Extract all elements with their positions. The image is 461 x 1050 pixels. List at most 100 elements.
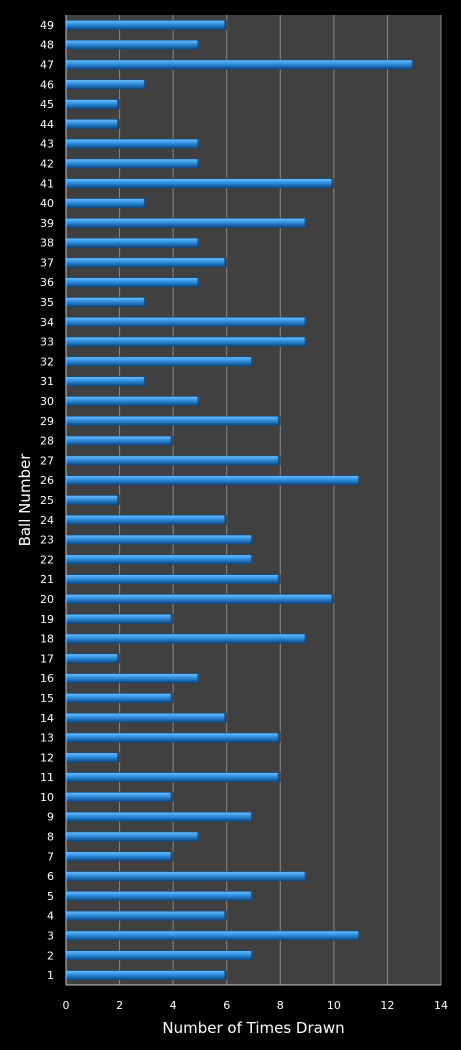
y-tick-label: 14	[40, 712, 54, 725]
bar-endcap	[197, 831, 200, 842]
y-tick-label: 27	[40, 454, 54, 467]
y-tick-label: 36	[40, 276, 54, 289]
bar-endcap	[277, 455, 281, 465]
bar-endcap	[224, 713, 227, 723]
bar-ball-17	[65, 653, 120, 664]
y-tick-label: 5	[47, 890, 54, 903]
y-tick-label: 28	[40, 435, 54, 448]
bar-ball-29	[65, 415, 281, 426]
bar-ball-47	[65, 59, 415, 70]
y-tick-label: 49	[40, 19, 54, 32]
bar-ball-8	[65, 831, 201, 842]
bar-ball-19	[65, 613, 174, 624]
bar-ball-36	[65, 277, 201, 288]
y-tick-label: 29	[40, 415, 54, 428]
bar-endcap	[197, 40, 200, 50]
bar-endcap	[117, 653, 120, 663]
bar-ball-23	[65, 534, 254, 545]
y-tick-label: 39	[40, 217, 54, 230]
bars	[65, 20, 415, 980]
bar-ball-44	[65, 119, 120, 129]
bar-ball-7	[65, 851, 174, 862]
bar-ball-33	[65, 336, 308, 347]
y-tick-label: 11	[40, 771, 54, 784]
bar-ball-35	[65, 297, 147, 307]
bar-ball-18	[65, 633, 308, 644]
bar-ball-38	[65, 237, 201, 248]
gridlines	[119, 15, 442, 985]
bar-endcap	[331, 178, 334, 188]
bar-ball-9	[65, 811, 254, 822]
bar-ball-26	[65, 475, 361, 486]
bar-endcap	[143, 198, 147, 208]
bar-endcap	[304, 634, 308, 644]
bar-ball-16	[65, 673, 201, 684]
y-tick-label: 4	[47, 910, 54, 923]
y-tick-label: 23	[40, 534, 54, 547]
y-tick-label: 44	[40, 118, 54, 131]
bar-endcap	[251, 950, 254, 960]
bar-ball-1	[65, 970, 228, 980]
y-tick-label: 19	[40, 613, 54, 626]
y-tick-label: 34	[40, 316, 54, 329]
bar-endcap	[304, 218, 308, 228]
bar-endcap	[170, 792, 174, 802]
y-tick-label: 22	[40, 553, 54, 566]
bar-ball-12	[65, 752, 120, 763]
bar-endcap	[331, 594, 334, 604]
y-tick-label: 26	[40, 474, 54, 487]
bar-ball-48	[65, 39, 201, 50]
bar-endcap	[277, 416, 281, 426]
y-tick-label: 25	[40, 494, 54, 507]
y-tick-label: 10	[40, 791, 54, 804]
y-axis-title: Ball Number	[16, 453, 34, 547]
y-tick-label: 7	[47, 850, 54, 863]
y-tick-label: 47	[40, 58, 54, 71]
x-tick-label: 0	[63, 999, 70, 1012]
bar-ball-14	[65, 712, 228, 723]
bar-endcap	[251, 891, 254, 901]
y-tick-labels: 1234567891011121314151617181920212223242…	[40, 19, 54, 982]
y-tick-label: 38	[40, 237, 54, 250]
x-tick-label: 12	[380, 999, 394, 1012]
x-tick-label: 2	[116, 999, 123, 1012]
bar-endcap	[170, 614, 174, 624]
bar-endcap	[197, 238, 200, 248]
bar-endcap	[170, 851, 174, 861]
bar-endcap	[304, 871, 308, 881]
bar-ball-22	[65, 554, 254, 565]
x-tick-label: 4	[170, 999, 177, 1012]
bar-endcap	[277, 574, 281, 584]
bar-endcap	[197, 673, 200, 683]
bar-ball-37	[65, 257, 228, 268]
bar-endcap	[224, 515, 227, 525]
y-tick-label: 24	[40, 514, 54, 527]
bar-ball-39	[65, 218, 308, 228]
bar-endcap	[304, 317, 308, 327]
bar-ball-46	[65, 79, 147, 90]
bar-endcap	[197, 277, 200, 287]
bar-endcap	[277, 732, 281, 743]
bar-ball-21	[65, 574, 281, 585]
x-tick-label: 14	[434, 999, 448, 1012]
axes	[65, 15, 441, 986]
bar-ball-45	[65, 99, 120, 109]
bar-ball-10	[65, 792, 174, 802]
bar-ball-6	[65, 871, 308, 881]
bar-ball-28	[65, 435, 174, 446]
bar-endcap	[170, 693, 174, 703]
bar-endcap	[170, 436, 174, 446]
y-tick-label: 32	[40, 355, 54, 368]
y-tick-label: 43	[40, 138, 54, 151]
bar-endcap	[358, 930, 361, 941]
y-tick-label: 16	[40, 672, 54, 685]
y-tick-label: 9	[47, 811, 54, 824]
y-tick-label: 33	[40, 336, 54, 349]
y-tick-label: 2	[47, 949, 54, 962]
y-tick-label: 45	[40, 98, 54, 111]
bar-ball-31	[65, 376, 147, 387]
bar-endcap	[117, 495, 120, 505]
bar-ball-5	[65, 891, 254, 901]
bar-endcap	[197, 158, 200, 169]
